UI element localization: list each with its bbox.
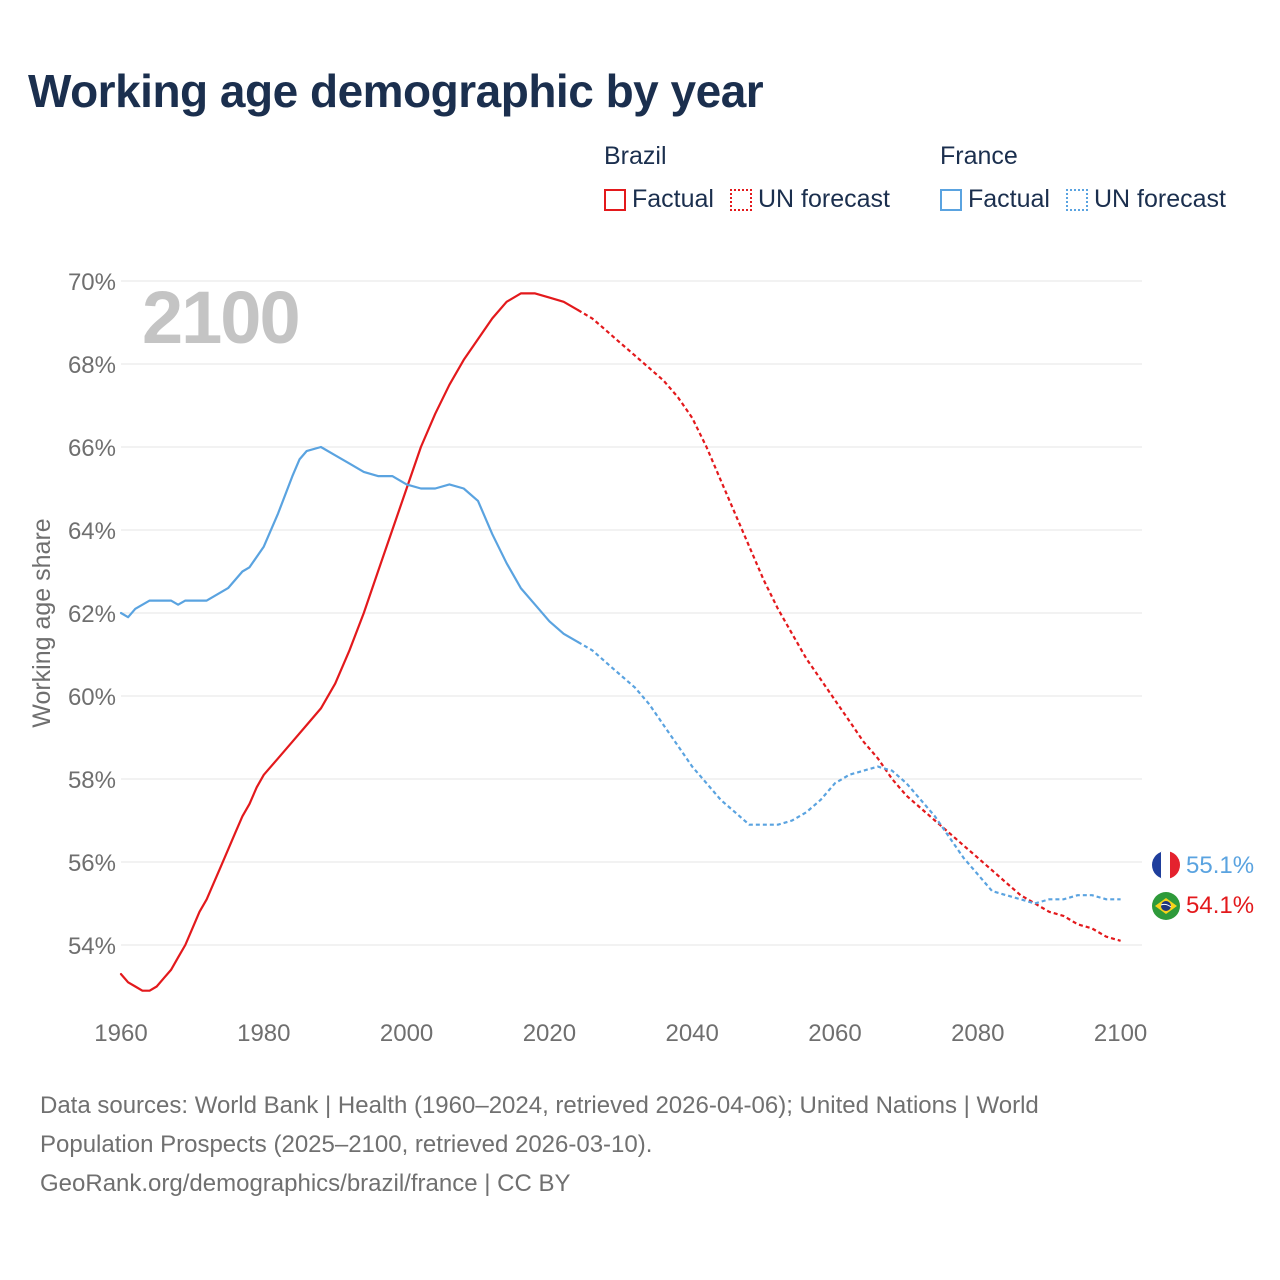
legend-label: UN forecast [757, 185, 890, 213]
footer-line: Population Prospects (2025–2100, retriev… [40, 1131, 653, 1158]
y-tick-label: 66% [68, 435, 116, 462]
year-overlay: 2100 [142, 276, 299, 359]
footer-line: Data sources: World Bank | Health (1960–… [40, 1092, 1039, 1119]
series-france-forecast[interactable] [577, 641, 1121, 905]
line-chart: 54% 56% 58% 60% 62% 64% 66% 68% 70% 1960 1980 2000 2… [28, 269, 1254, 1047]
x-tick-label: 2040 [665, 1020, 718, 1047]
y-tick-label: 62% [68, 601, 116, 628]
y-tick-label: 68% [68, 352, 116, 379]
page-title: Working age demographic by year [28, 65, 764, 117]
legend-france-forecast[interactable]: UN forecast [1065, 185, 1226, 214]
series-brazil-forecast[interactable] [577, 309, 1121, 942]
x-tick-label: 2100 [1094, 1020, 1147, 1047]
legend-france-title: France [940, 142, 1018, 170]
y-tick-label: 64% [68, 518, 116, 545]
x-tick-label: 2020 [523, 1020, 576, 1047]
legend-swatch-solid [940, 188, 962, 211]
legend-brazil: Brazil Factual UN forecast [604, 142, 906, 214]
france-flag [1152, 851, 1180, 879]
y-tick-label: 70% [68, 269, 116, 296]
legend-swatch-dotted [729, 188, 752, 211]
x-tick-label: 1980 [237, 1020, 290, 1047]
x-tick-label: 2080 [951, 1020, 1004, 1047]
brazil-flag [1152, 892, 1180, 920]
legend-brazil-forecast[interactable]: UN forecast [729, 185, 890, 214]
france-end-label: 55.1% [1186, 852, 1254, 879]
series-brazil-factual[interactable] [119, 292, 580, 992]
legend-swatch-solid [604, 188, 626, 211]
footer: Data sources: World Bank | Health (1960–… [40, 1086, 1240, 1203]
legend-label: Factual [632, 185, 714, 213]
legend-label: Factual [968, 185, 1050, 213]
series-france-factual[interactable] [119, 445, 580, 644]
footer-link[interactable]: GeoRank.org/demographics/brazil/france |… [40, 1170, 571, 1197]
y-tick-label: 58% [68, 767, 116, 794]
legend-swatch-dotted [1065, 188, 1088, 211]
legend-brazil-factual[interactable]: Factual [604, 185, 714, 214]
x-tick-label: 1960 [94, 1020, 147, 1047]
legend-france: France Factual UN forecast [940, 142, 1242, 214]
legend-label: UN forecast [1093, 185, 1226, 213]
x-tick-label: 2060 [808, 1020, 861, 1047]
y-tick-label: 56% [68, 850, 116, 877]
brazil-end-label: 54.1% [1186, 892, 1254, 919]
legend-brazil-title: Brazil [604, 142, 667, 170]
y-axis-label: Working age share [28, 518, 56, 727]
legend-france-factual[interactable]: Factual [940, 185, 1050, 214]
x-tick-label: 2000 [380, 1020, 433, 1047]
y-tick-label: 54% [68, 933, 116, 960]
y-tick-label: 60% [68, 684, 116, 711]
